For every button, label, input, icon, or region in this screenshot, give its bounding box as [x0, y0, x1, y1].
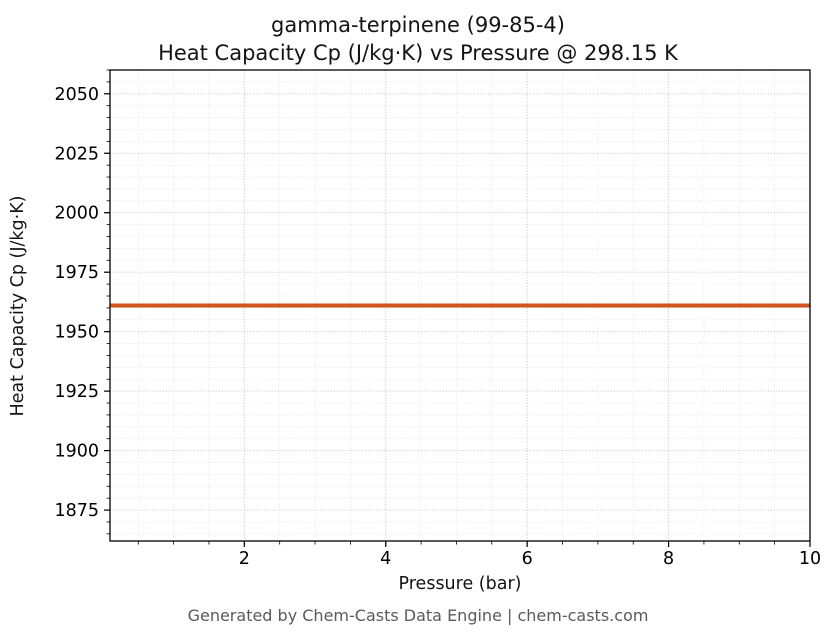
- x-tick-label: 6: [522, 549, 533, 569]
- x-tick-label: 10: [799, 549, 821, 569]
- x-axis-label: Pressure (bar): [398, 574, 522, 594]
- chart-title: gamma-terpinene (99-85-4) Heat Capacity …: [0, 11, 836, 67]
- chart-title-line-2: Heat Capacity Cp (J/kg·K) vs Pressure @ …: [158, 41, 678, 65]
- x-tick-label: 8: [663, 549, 674, 569]
- footer-attribution: Generated by Chem-Casts Data Engine | ch…: [187, 606, 649, 625]
- y-tick-label: 1950: [54, 323, 99, 343]
- y-tick-label: 2050: [54, 85, 99, 105]
- y-tick-label: 2000: [54, 204, 99, 224]
- y-tick-label: 1925: [54, 382, 99, 402]
- y-tick-label: 2025: [54, 144, 99, 164]
- plot-frame: [109, 69, 811, 542]
- chart-title-line-1: gamma-terpinene (99-85-4): [271, 13, 565, 37]
- y-tick-label: 1900: [54, 442, 99, 462]
- y-tick-label: 1875: [54, 501, 99, 521]
- x-tick-label: 4: [380, 549, 391, 569]
- x-tick-label: 2: [239, 549, 250, 569]
- y-tick-label: 1975: [54, 263, 99, 283]
